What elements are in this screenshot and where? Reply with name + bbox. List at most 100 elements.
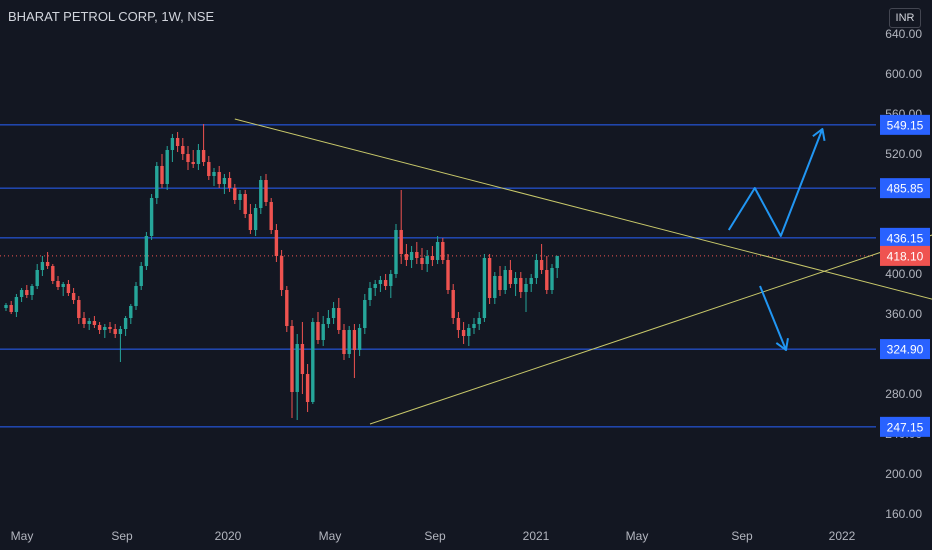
- candle-body: [118, 329, 123, 334]
- candle-body: [113, 329, 117, 334]
- candle-body: [482, 258, 487, 318]
- candle-body: [498, 276, 502, 290]
- candle-body: [446, 260, 450, 290]
- candle-body: [363, 300, 367, 328]
- y-tick-label: 200.00: [885, 467, 922, 481]
- candle-body: [487, 258, 492, 298]
- candle-body: [305, 374, 310, 402]
- candle-body: [404, 254, 409, 260]
- candle-body: [212, 172, 216, 176]
- x-tick-label: May: [11, 529, 34, 543]
- candle-body: [409, 252, 414, 260]
- level-label-bg: [880, 114, 930, 135]
- candle-body: [97, 325, 102, 330]
- candle-body: [82, 318, 86, 324]
- candle-body: [155, 166, 159, 198]
- y-tick-label: 640.00: [885, 27, 922, 41]
- candle-body: [269, 202, 273, 230]
- candle-body: [201, 150, 206, 162]
- candle-body: [175, 138, 180, 146]
- candle-body: [472, 324, 476, 328]
- candle-body: [77, 300, 81, 318]
- candle-body: [30, 286, 34, 295]
- candle-body: [389, 274, 393, 286]
- candle-body: [550, 268, 554, 290]
- x-tick-label: May: [626, 529, 649, 543]
- candle-body: [326, 318, 331, 324]
- candle-body: [347, 330, 351, 354]
- candle-body: [295, 344, 299, 392]
- candle-body: [144, 236, 149, 266]
- x-tick-label: 2022: [829, 529, 856, 543]
- candle-body: [134, 286, 138, 306]
- candle-body: [519, 278, 523, 292]
- level-label-bg: [880, 339, 930, 360]
- candle-body: [373, 284, 377, 288]
- x-tick-label: 2021: [523, 529, 550, 543]
- candle-body: [248, 214, 253, 230]
- y-tick-label: 600.00: [885, 67, 922, 81]
- candle-body: [383, 280, 388, 286]
- candle-body: [415, 252, 419, 258]
- candle-body: [66, 284, 71, 293]
- candle-body: [508, 270, 513, 284]
- candle-body: [181, 146, 185, 154]
- candle-body: [435, 242, 440, 260]
- candle-body: [108, 327, 112, 329]
- arrow-head: [812, 128, 826, 141]
- x-tick-label: May: [319, 529, 342, 543]
- candle-body: [9, 305, 13, 312]
- candle-body: [45, 262, 50, 266]
- y-tick-label: 280.00: [885, 387, 922, 401]
- x-tick-label: Sep: [424, 529, 446, 543]
- candle-body: [103, 327, 107, 330]
- level-label-bg: [880, 227, 930, 248]
- level-label-bg: [880, 178, 930, 199]
- currency-button[interactable]: INR: [889, 8, 921, 28]
- candle-body: [539, 260, 544, 270]
- candle-body: [51, 266, 55, 281]
- candle-body: [399, 230, 403, 254]
- candle-body: [394, 230, 398, 274]
- y-tick-label: 360.00: [885, 307, 922, 321]
- candle-body: [378, 280, 383, 284]
- candle-body: [493, 276, 497, 298]
- y-tick-label: 160.00: [885, 507, 922, 521]
- candle-body: [545, 270, 549, 290]
- candle-body: [477, 318, 481, 324]
- candle-body: [19, 290, 24, 297]
- candle-body: [253, 208, 258, 230]
- candle-body: [71, 293, 76, 300]
- candle-body: [4, 305, 8, 308]
- x-tick-label: Sep: [731, 529, 753, 543]
- candle-body: [534, 260, 539, 278]
- candle-body: [238, 194, 242, 200]
- candle-body: [129, 306, 133, 318]
- candle-body: [316, 322, 320, 340]
- candle-body: [430, 256, 435, 260]
- candle-body: [233, 188, 237, 200]
- candle-body: [123, 318, 128, 329]
- y-tick-label: 400.00: [885, 267, 922, 281]
- candle-body: [451, 290, 455, 318]
- candle-body: [456, 318, 461, 330]
- candle-body: [87, 321, 91, 324]
- candle-body: [300, 344, 305, 374]
- trend-line: [234, 118, 932, 300]
- level-label: 485.85: [887, 182, 924, 196]
- candle-body: [461, 330, 466, 336]
- candle-body: [243, 194, 247, 214]
- candle-body: [207, 162, 211, 176]
- candle-body: [259, 180, 263, 208]
- candle-body: [14, 297, 19, 312]
- candle-body: [425, 256, 429, 264]
- candle-body: [503, 270, 507, 290]
- candle-body: [40, 262, 45, 270]
- candle-body: [149, 198, 154, 236]
- level-label: 549.15: [887, 118, 924, 132]
- candle-body: [191, 162, 195, 164]
- level-label-bg: [880, 416, 930, 437]
- candle-body: [139, 266, 143, 286]
- level-label: 324.90: [887, 343, 924, 357]
